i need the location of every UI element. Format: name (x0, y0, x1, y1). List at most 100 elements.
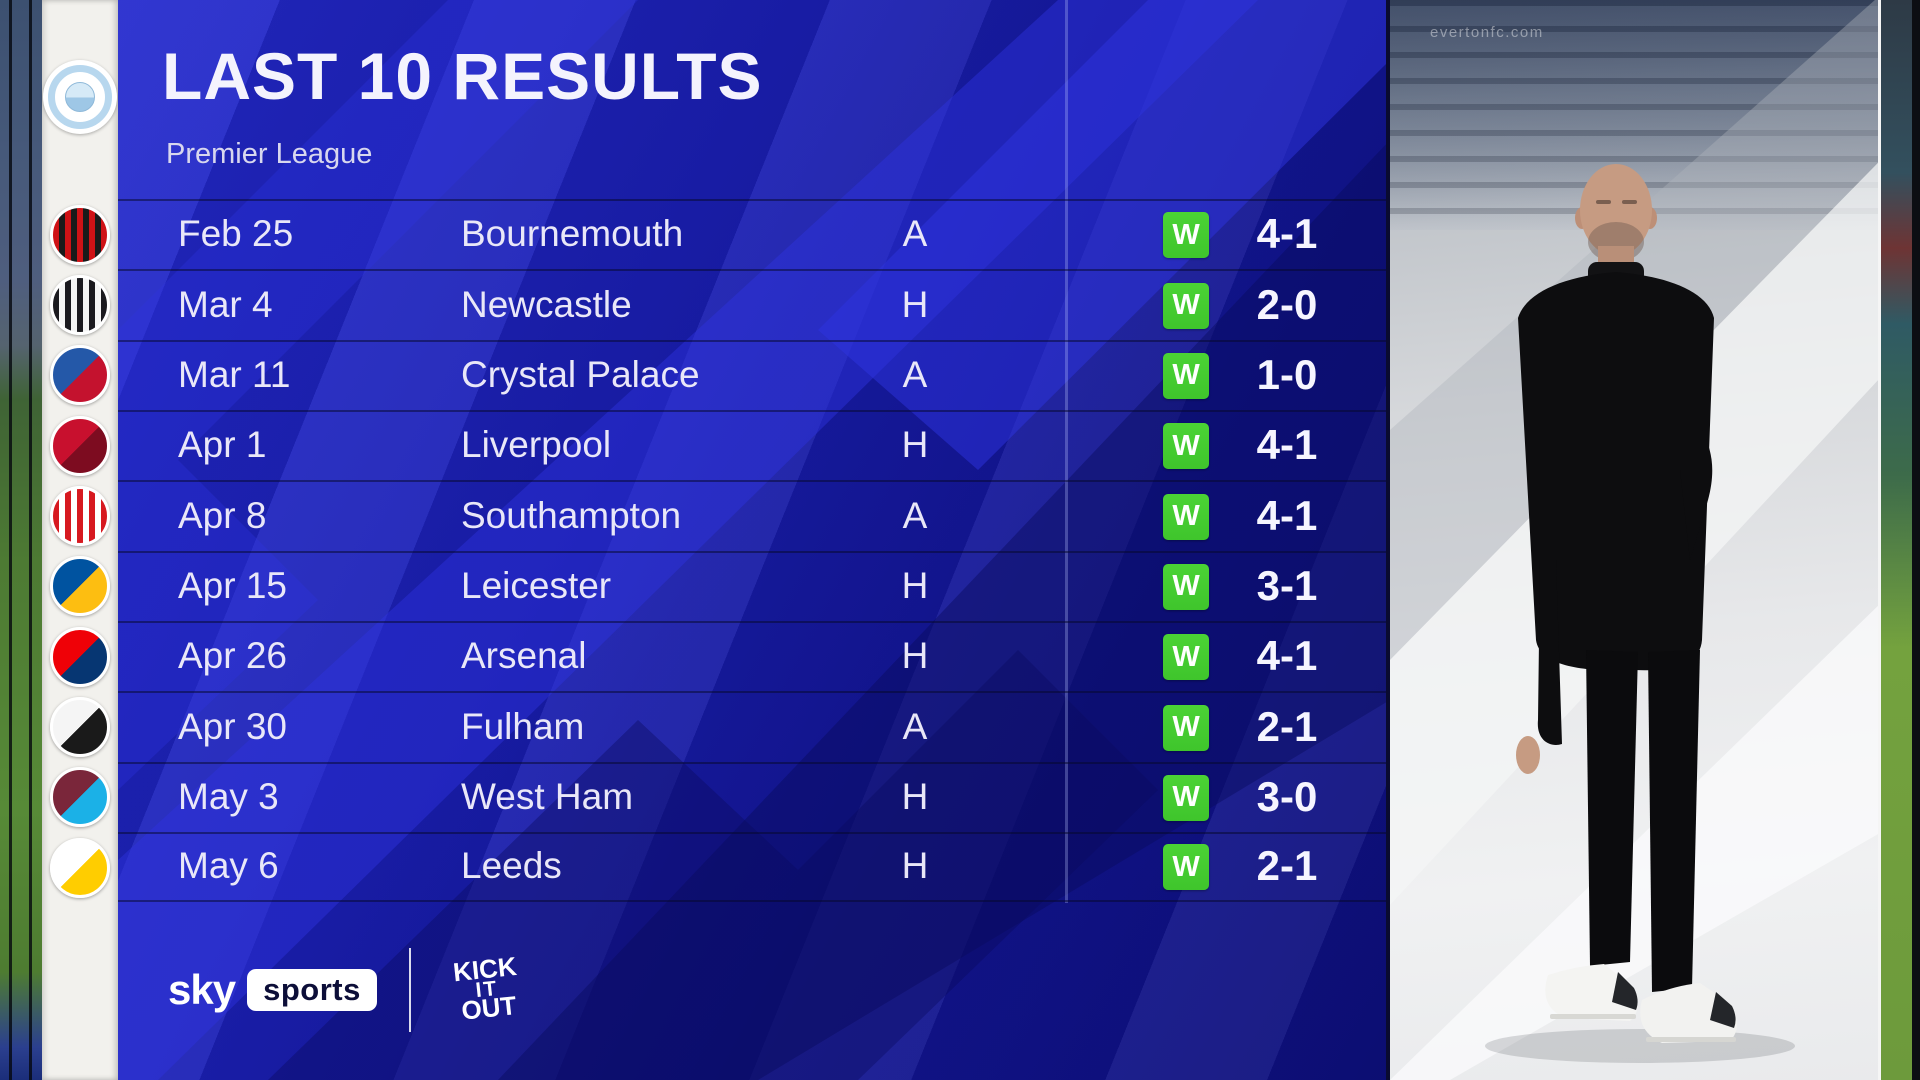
match-date: Apr 1 (178, 424, 267, 466)
opponent-badge-icon-crystal-palace (50, 345, 110, 406)
opponent-name: Leeds (461, 845, 562, 887)
page-title: LAST 10 RESULTS (162, 39, 763, 113)
result-row: May 3 West Ham H W 3-0 (118, 761, 1386, 832)
match-date: Feb 25 (178, 213, 294, 255)
win-letter: W (1172, 218, 1200, 251)
manager-photo-panel: evertonfc.com (1390, 0, 1920, 1080)
win-letter: W (1172, 850, 1200, 883)
result-row: Mar 4 Newcastle H W 2-0 (118, 269, 1386, 339)
opponent-name: Crystal Palace (461, 354, 700, 396)
score: 1-0 (1256, 350, 1318, 398)
stadium-backdrop (1390, 0, 1920, 230)
opponent-name: Arsenal (461, 635, 587, 677)
opponent-name: West Ham (461, 776, 634, 818)
match-date: Apr 26 (178, 635, 288, 677)
win-badge: W (1163, 282, 1209, 329)
sky-sports-logo: sports (247, 969, 377, 1011)
opponent-badge-icon-arsenal (50, 626, 110, 687)
win-badge: W (1163, 704, 1209, 751)
pep-guardiola-figure (1516, 164, 1738, 1043)
match-date: Apr 30 (178, 705, 288, 747)
opponent-name: Newcastle (461, 283, 632, 325)
result-row: Apr 15 Leicester H W 3-1 (118, 550, 1386, 621)
team-badge-column (42, 0, 118, 1080)
home-away-letter: H (901, 776, 929, 818)
footer-logos: sky sports KICK IT OUT (168, 944, 533, 1036)
home-away-letter: H (901, 635, 929, 677)
opponent-name: Liverpool (461, 424, 612, 466)
result-row: Apr 1 Liverpool H W 4-1 (118, 410, 1386, 480)
opponent-badge-icon-newcastle (50, 274, 110, 335)
home-away-letter: H (901, 283, 929, 325)
score: 4-1 (1256, 421, 1318, 469)
opponent-badge-icon-bournemouth (50, 204, 110, 265)
home-away-letter: H (901, 845, 929, 887)
win-badge: W (1163, 774, 1209, 821)
match-date: Mar 11 (178, 354, 291, 396)
win-badge: W (1163, 352, 1209, 399)
win-letter: W (1172, 781, 1200, 814)
home-away-letter: H (901, 565, 929, 607)
win-badge: W (1163, 634, 1209, 681)
opponent-badge-icon-liverpool (50, 415, 110, 476)
stadium-left-sliver (0, 0, 42, 1080)
score: 4-1 (1256, 632, 1318, 680)
opponent-name: Southampton (461, 494, 682, 536)
win-letter: W (1172, 711, 1200, 744)
competition-subtitle: Premier League (166, 138, 373, 170)
score: 4-1 (1256, 210, 1318, 258)
win-letter: W (1172, 640, 1200, 673)
win-badge: W (1163, 423, 1209, 470)
score: 3-0 (1256, 772, 1318, 820)
win-letter: W (1172, 359, 1200, 392)
win-badge: W (1163, 563, 1209, 610)
opponent-badge-icon-west-ham (50, 767, 110, 828)
results-panel: LAST 10 RESULTS Premier League Feb 25 Bou… (118, 0, 1390, 1080)
table-vertical-divider (1065, 0, 1068, 903)
opponent-badge-icon-leicester (50, 556, 110, 617)
stadium-watermark-text: evertonfc.com (1430, 24, 1544, 41)
match-date: May 3 (178, 776, 279, 818)
home-away-letter: H (901, 424, 929, 466)
home-away-letter: A (902, 494, 928, 536)
opponent-name: Leicester (461, 565, 612, 607)
opponent-name: Fulham (461, 705, 585, 747)
video-frame-right-sliver (1878, 0, 1920, 1080)
home-away-letter: A (902, 213, 928, 255)
win-letter: W (1172, 289, 1200, 322)
home-away-letter: A (902, 354, 928, 396)
score: 2-1 (1256, 702, 1318, 750)
result-row: May 6 Leeds H W 2-1 (118, 832, 1386, 903)
results-table: Feb 25 Bournemouth A W 4-1 Mar 4 Newcastle H W 2-… (118, 199, 1386, 903)
result-row: Mar 11 Crystal Palace A W 1-0 (118, 339, 1386, 410)
opponent-name: Bournemouth (461, 213, 684, 255)
match-date: Apr 15 (178, 565, 288, 607)
home-away-letter: A (902, 705, 928, 747)
match-date: Apr 8 (178, 494, 267, 536)
opponent-badge-icon-leeds (50, 837, 110, 898)
win-badge: W (1163, 493, 1209, 540)
score: 4-1 (1256, 491, 1318, 539)
result-row: Apr 30 Fulham A W 2-1 (118, 691, 1386, 761)
win-letter: W (1172, 500, 1200, 533)
logo-separator (408, 948, 411, 1032)
match-date: Mar 4 (178, 283, 273, 325)
result-row: Apr 8 Southampton A W 4-1 (118, 480, 1386, 550)
win-badge: W (1163, 212, 1209, 259)
result-row: Apr 26 Arsenal H W 4-1 (118, 621, 1386, 691)
sky-logo: sky (168, 966, 236, 1013)
result-row: Feb 25 Bournemouth A W 4-1 (118, 199, 1386, 269)
opponent-badge-icon-fulham (50, 696, 110, 757)
score: 2-1 (1256, 842, 1318, 890)
photo-overlay-graphics (1390, 0, 1920, 1080)
match-date: May 6 (178, 845, 279, 887)
win-badge: W (1163, 844, 1209, 891)
score: 3-1 (1256, 561, 1318, 609)
win-letter: W (1172, 429, 1200, 462)
score: 2-0 (1256, 280, 1318, 328)
manchester-city-badge-icon (43, 60, 117, 134)
kick-it-out-logo: KICK IT OUT (438, 951, 536, 1026)
opponent-badge-icon-southampton (50, 485, 110, 546)
win-letter: W (1172, 570, 1200, 603)
